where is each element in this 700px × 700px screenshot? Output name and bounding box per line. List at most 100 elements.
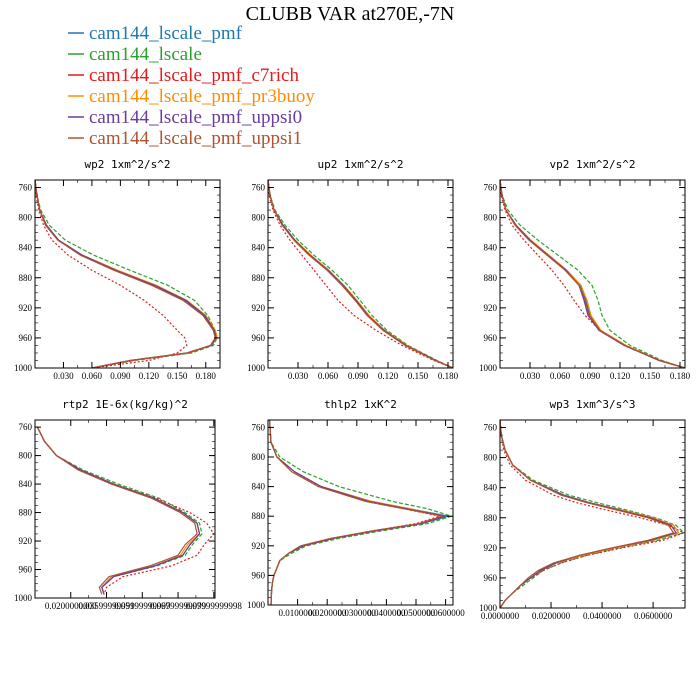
y-tick-label: 1000: [14, 593, 33, 603]
panel-3: vp2 1xm^2/s^2 760 800 840 880 920 960 1000 0.030…: [479, 158, 691, 381]
panels: wp2 1xm^2/s^2 760 800 840 880 920 960 1000 0.030…: [14, 158, 691, 621]
x-tick-label: 0.150: [640, 371, 661, 381]
x-tick-label: 0.06799999999: [150, 601, 207, 611]
x-tick-label: 0.0200000: [532, 611, 571, 621]
x-tick-label: 0.120: [610, 371, 631, 381]
y-tick-label: 840: [19, 479, 33, 489]
panel-4: rtp2 1E-6x(kg/kg)^2 760 800 840 880 920 960 100…: [14, 398, 242, 611]
panel-title: thlp2 1xK^2: [324, 398, 397, 411]
x-tick-label: 0.090: [348, 371, 369, 381]
panel-title: up2 1xm^2/s^2: [317, 158, 403, 171]
y-tick-label: 760: [484, 423, 498, 433]
x-tick-label: 0.060: [550, 371, 571, 381]
y-tick-label: 920: [484, 543, 498, 553]
x-tick-label: 0.180: [670, 371, 691, 381]
legend-item: cam144_lscale_pmf_uppsi0: [68, 107, 302, 128]
figure-title: CLUBB VAR at270E,-7N: [246, 3, 455, 25]
y-tick-label: 880: [484, 273, 498, 283]
x-tick-label: 0.05199999999: [114, 601, 171, 611]
y-tick-label: 960: [252, 333, 266, 343]
y-tick-label: 840: [19, 243, 33, 253]
x-tick-label: 0.07999999998: [186, 601, 243, 611]
series-group: [35, 180, 218, 368]
series-line: [268, 180, 453, 368]
x-tick-label: 0.090: [110, 371, 131, 381]
x-tick-label: 0.090: [580, 371, 601, 381]
series-line: [35, 180, 216, 368]
x-tick-label: 0.180: [196, 371, 217, 381]
panel-1: wp2 1xm^2/s^2 760 800 840 880 920 960 1000 0.030…: [14, 158, 221, 381]
y-tick-label: 840: [484, 243, 498, 253]
y-tick-label: 1000: [247, 600, 266, 610]
x-tick-label: 0.0200000000: [45, 601, 97, 611]
x-tick-label: 0.030: [520, 371, 541, 381]
y-tick-label: 800: [19, 451, 33, 461]
x-tick-label: 0.0400000: [583, 611, 622, 621]
y-tick-label: 1000: [14, 363, 33, 373]
series-group: [500, 180, 685, 368]
y-tick-label: 880: [252, 273, 266, 283]
legend-item: cam144_lscale_pmf_uppsi1: [68, 128, 302, 149]
x-tick-label: 0.180: [438, 371, 459, 381]
y-tick-label: 960: [19, 333, 33, 343]
y-tick-label: 800: [252, 452, 266, 462]
y-tick-label: 920: [19, 303, 33, 313]
series-group: [500, 420, 685, 608]
y-tick-label: 1000: [247, 363, 266, 373]
y-tick-label: 840: [252, 243, 266, 253]
legend-label: cam144_lscale_pmf_pr3buoy: [89, 86, 315, 107]
y-tick-label: 880: [252, 511, 266, 521]
y-tick-label: 960: [484, 333, 498, 343]
y-tick-label: 760: [19, 422, 33, 432]
x-tick-label: 0.120: [378, 371, 399, 381]
y-tick-label: 880: [19, 508, 33, 518]
series-line: [268, 180, 453, 368]
x-tick-label: 0.0500000: [397, 608, 436, 618]
legend-item: cam144_lscale_pmf_pr3buoy: [68, 86, 315, 107]
y-tick-label: 1000: [479, 603, 498, 613]
y-tick-label: 960: [252, 570, 266, 580]
legend-label: cam144_lscale_pmf: [89, 23, 243, 44]
y-tick-label: 920: [19, 536, 33, 546]
series-line: [36, 426, 215, 595]
x-tick-label: 0.0200000: [308, 608, 347, 618]
y-tick-label: 800: [252, 213, 266, 223]
panel-2: up2 1xm^2/s^2 760 800 840 880 920 960 1000 0.030…: [247, 158, 459, 381]
x-tick-label: 0.060: [318, 371, 339, 381]
x-tick-label: 0.120: [139, 371, 160, 381]
series-group: [36, 426, 215, 595]
plot-frame: [499, 419, 686, 609]
legend-label: cam144_lscale: [89, 44, 202, 65]
x-tick-label: 0.0400000: [367, 608, 406, 618]
panel-title: rtp2 1E-6x(kg/kg)^2: [62, 398, 188, 411]
series-line: [36, 426, 198, 595]
legend-item: cam144_lscale_pmf: [68, 23, 243, 44]
y-tick-label: 920: [484, 303, 498, 313]
y-tick-label: 800: [484, 213, 498, 223]
panel-title: wp2 1xm^2/s^2: [84, 158, 170, 171]
legend-label: cam144_lscale_pmf_uppsi1: [89, 128, 302, 149]
y-tick-label: 800: [19, 213, 33, 223]
panel-title: wp3 1xm^3/s^3: [549, 398, 635, 411]
plot-frame: [34, 179, 221, 369]
x-tick-label: 0.150: [408, 371, 429, 381]
y-tick-label: 840: [252, 482, 266, 492]
y-tick-label: 760: [252, 422, 266, 432]
x-tick-label: 0.0000000: [481, 611, 520, 621]
series-line: [500, 420, 675, 608]
panel-title: vp2 1xm^2/s^2: [549, 158, 635, 171]
series-line: [35, 180, 218, 368]
y-tick-label: 1000: [479, 363, 498, 373]
x-tick-label: 0.03599999999: [78, 601, 135, 611]
series-line: [268, 180, 453, 368]
legend-item: cam144_lscale: [68, 44, 202, 65]
x-tick-label: 0.030: [288, 371, 309, 381]
y-tick-label: 960: [19, 565, 33, 575]
x-tick-label: 0.060: [82, 371, 103, 381]
y-tick-label: 760: [19, 183, 33, 193]
y-tick-label: 880: [484, 513, 498, 523]
series-line: [500, 180, 685, 368]
y-tick-label: 800: [484, 453, 498, 463]
